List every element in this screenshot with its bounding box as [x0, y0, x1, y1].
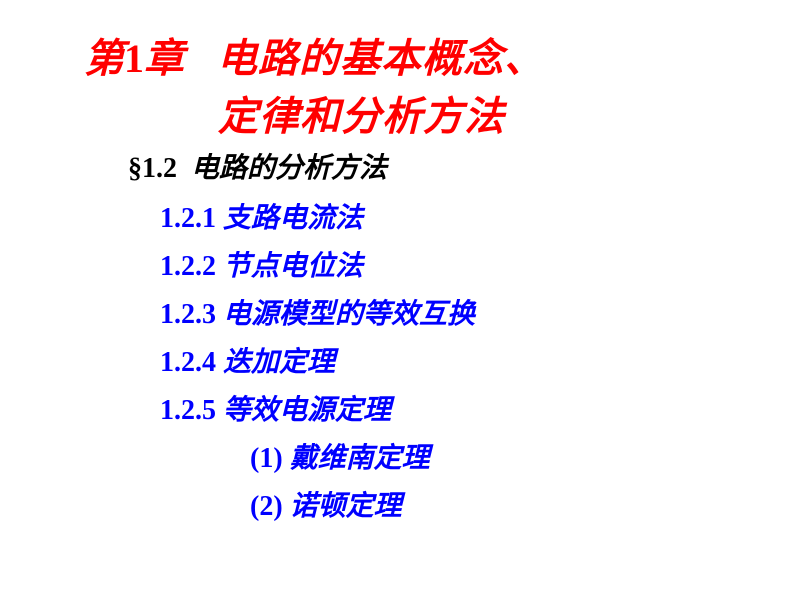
toc-text: 节点电位法: [223, 251, 363, 282]
chapter-prefix: 第: [84, 36, 124, 81]
title-text-line-1: 电路的基本概念、: [217, 36, 545, 81]
toc-text: 电源模型的等效互换: [223, 299, 475, 330]
toc-spacer: [216, 395, 223, 426]
toc-number: 1.2.4: [160, 347, 216, 378]
chapter-title-line-1: 第1章 电路的基本概念、: [84, 26, 545, 84]
toc-item: 1.2.1 支路电流法: [160, 196, 363, 236]
toc-spacer: [216, 203, 223, 234]
toc-item: 1.2.4 迭加定理: [160, 340, 335, 380]
title-text-line-2: 定律和分析方法: [218, 94, 505, 139]
section-number: 1.2: [142, 153, 177, 184]
toc-number: 1.2.3: [160, 299, 216, 330]
section-spacer: [177, 153, 191, 184]
toc-text: 等效电源定理: [223, 395, 391, 426]
toc-text: 支路电流法: [223, 203, 363, 234]
toc-item: 1.2.5 等效电源定理: [160, 388, 391, 428]
chapter-suffix: 章: [144, 36, 184, 81]
section-text: 电路的分析方法: [191, 153, 387, 184]
sub-text: 诺顿定理: [290, 491, 402, 522]
sub-item: (2) 诺顿定理: [250, 484, 402, 524]
toc-item: 1.2.3 电源模型的等效互换: [160, 292, 475, 332]
sub-spacer: [283, 443, 290, 474]
chapter-number: 1: [124, 36, 144, 81]
sub-number: (1): [250, 443, 283, 474]
sub-spacer: [283, 491, 290, 522]
toc-spacer: [216, 347, 223, 378]
toc-number: 1.2.1: [160, 203, 216, 234]
toc-item: 1.2.2 节点电位法: [160, 244, 363, 284]
title-spacer: [184, 36, 217, 81]
section-heading: §1.2 电路的分析方法: [128, 146, 387, 186]
toc-text: 迭加定理: [223, 347, 335, 378]
sub-text: 戴维南定理: [290, 443, 430, 474]
section-symbol: §: [128, 153, 142, 184]
toc-number: 1.2.5: [160, 395, 216, 426]
sub-number: (2): [250, 491, 283, 522]
toc-number: 1.2.2: [160, 251, 216, 282]
sub-item: (1) 戴维南定理: [250, 436, 430, 476]
toc-spacer: [216, 251, 223, 282]
toc-spacer: [216, 299, 223, 330]
chapter-title-line-2: 定律和分析方法: [218, 84, 505, 142]
